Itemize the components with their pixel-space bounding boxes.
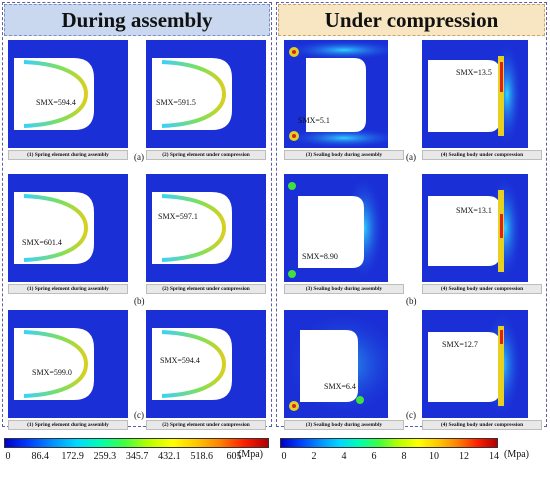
panel-caption: (4) Sealing body under compression [422, 420, 542, 430]
seal-compression-plot-c [422, 310, 542, 418]
smx-label: SMX=6.4 [324, 382, 356, 391]
smx-label: SMX=13.5 [456, 68, 492, 77]
colorbar-seal [280, 438, 498, 448]
colorbar-spring-unit: (Mpa) [238, 449, 263, 460]
spring-compression-plot-a [146, 40, 266, 148]
panel-caption: (3) Sealing body during assembly [284, 150, 404, 160]
seal-compression-panel-a: SMX=13.5 (4) Sealing body under compress… [422, 40, 542, 160]
smx-label: SMX=594.4 [36, 98, 76, 107]
seal-assembly-panel-c: SMX=6.4 (3) Sealing body during assembly [284, 310, 404, 430]
spring-assembly-panel-c: SMX=599.0 (1) Spring element during asse… [8, 310, 128, 430]
seal-compression-plot-b [422, 174, 542, 282]
spring-assembly-plot-b [8, 174, 128, 282]
under-compression-frame [276, 2, 547, 427]
smx-label: SMX=601.4 [22, 238, 62, 247]
colorbar-tick: 10 [429, 451, 439, 462]
colorbar-tick: 14 [489, 451, 499, 462]
seal-assembly-panel-b: SMX=8.90 (3) Sealing body during assembl… [284, 174, 404, 294]
colorbar-tick: 259.3 [93, 451, 117, 462]
row-letter-left: (c) [134, 410, 144, 420]
colorbar-tick: 605 [226, 451, 242, 462]
row-letter-left: (a) [134, 152, 144, 162]
seal-compression-plot-a [422, 40, 542, 148]
header-during-assembly: During assembly [4, 4, 270, 36]
colorbar-tick: 4 [341, 451, 347, 462]
spring-compression-plot-c [146, 310, 266, 418]
colorbar-tick: 0 [5, 451, 11, 462]
colorbar-tick: 432.1 [158, 451, 181, 462]
spring-assembly-plot-a [8, 40, 128, 148]
smx-label: SMX=597.1 [158, 212, 198, 221]
row-letter-right: (a) [406, 152, 416, 162]
colorbar-tick: 12 [459, 451, 469, 462]
panel-caption: (2) Spring element under compression [146, 150, 266, 160]
colorbar-tick: 172.9 [61, 451, 84, 462]
seal-assembly-plot-c [284, 310, 404, 418]
colorbar-tick: 8 [401, 451, 407, 462]
during-assembly-frame [2, 2, 272, 427]
panel-caption: (3) Sealing body during assembly [284, 284, 404, 294]
panel-caption: (2) Spring element under compression [146, 420, 266, 430]
spring-assembly-panel-a: SMX=594.4 (1) Spring element during asse… [8, 40, 128, 160]
smx-label: SMX=12.7 [442, 340, 478, 349]
spring-compression-plot-b [146, 174, 266, 282]
colorbar-spring [4, 438, 269, 448]
panel-caption: (1) Spring element during assembly [8, 420, 128, 430]
smx-label: SMX=599.0 [32, 368, 72, 377]
panel-caption: (4) Sealing body under compression [422, 284, 542, 294]
panel-caption: (2) Spring element under compression [146, 284, 266, 294]
colorbar-tick: 0 [281, 451, 287, 462]
seal-compression-panel-c: SMX=12.7 (4) Sealing body under compress… [422, 310, 542, 430]
colorbar-seal-unit: (Mpa) [504, 449, 529, 460]
panel-caption: (1) Spring element during assembly [8, 150, 128, 160]
row-letter-right: (b) [406, 296, 417, 306]
colorbar-tick: 518.6 [190, 451, 213, 462]
seal-compression-panel-b: SMX=13.1 (4) Sealing body under compress… [422, 174, 542, 294]
header-under-compression: Under compression [278, 4, 545, 36]
seal-assembly-plot-a [284, 40, 404, 148]
panel-caption: (3) Sealing body during assembly [284, 420, 404, 430]
spring-compression-panel-a: SMX=591.5 (2) Spring element under compr… [146, 40, 266, 160]
spring-compression-panel-c: SMX=594.4 (2) Spring element under compr… [146, 310, 266, 430]
panel-caption: (4) Sealing body under compression [422, 150, 542, 160]
colorbar-tick: 86.4 [31, 451, 50, 462]
spring-compression-panel-b: SMX=597.1 (2) Spring element under compr… [146, 174, 266, 294]
row-letter-right: (c) [406, 410, 416, 420]
colorbar-tick: 2 [311, 451, 317, 462]
smx-label: SMX=8.90 [302, 252, 338, 261]
seal-assembly-panel-a: SMX=5.1 (3) Sealing body during assembly [284, 40, 404, 160]
spring-assembly-panel-b: SMX=601.4 (1) Spring element during asse… [8, 174, 128, 294]
colorbar-tick: 6 [371, 451, 377, 462]
smx-label: SMX=5.1 [298, 116, 330, 125]
smx-label: SMX=13.1 [456, 206, 492, 215]
colorbar-tick: 345.7 [125, 451, 149, 462]
panel-caption: (1) Spring element during assembly [8, 284, 128, 294]
seal-assembly-plot-b [284, 174, 404, 282]
smx-label: SMX=594.4 [160, 356, 200, 365]
smx-label: SMX=591.5 [156, 98, 196, 107]
row-letter-left: (b) [134, 296, 145, 306]
spring-assembly-plot-c [8, 310, 128, 418]
